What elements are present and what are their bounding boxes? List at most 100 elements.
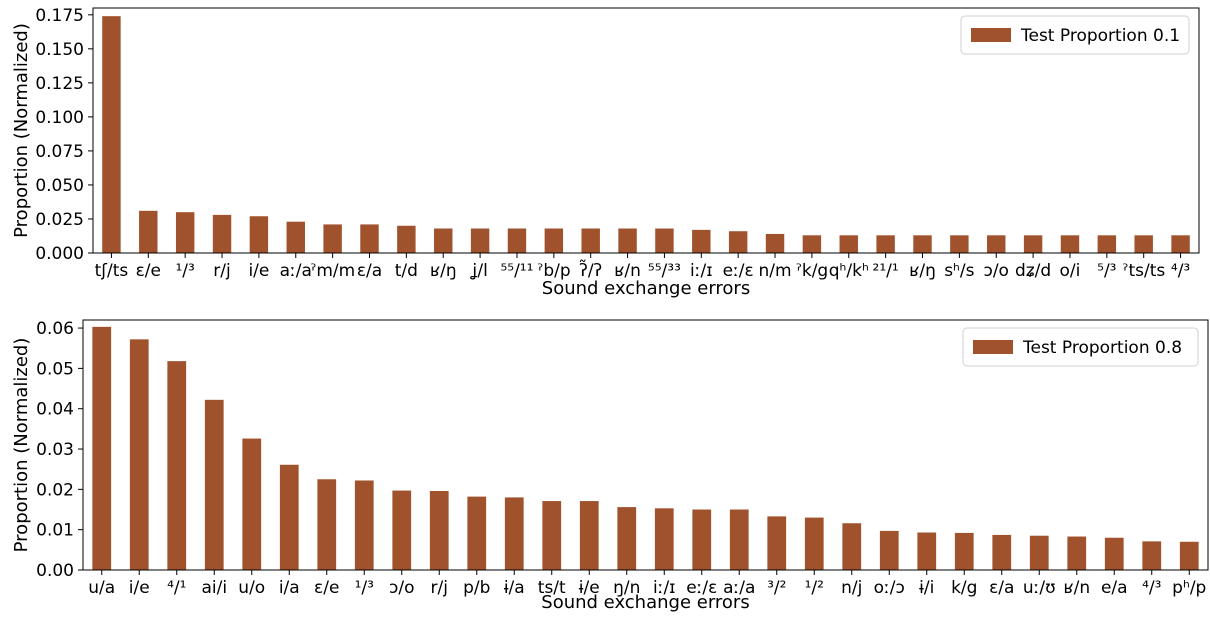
y-tick-label: 0.150 [35, 40, 84, 60]
x-tick-label: iː/ɪ [653, 578, 676, 598]
x-tick-label: ʁ/n [1063, 578, 1090, 598]
bar [987, 235, 1006, 253]
x-tick-label: ʔ̃/ʔ [579, 259, 602, 281]
bar [1179, 541, 1199, 570]
bar [429, 490, 449, 570]
x-tick-label: ɔ/o [983, 261, 1008, 281]
x-tick-label: ɛ/a [357, 261, 382, 281]
legend-swatch [973, 340, 1013, 354]
x-tick-label: ²¹/¹ [873, 261, 899, 281]
bar [581, 228, 600, 253]
bar [204, 399, 224, 570]
x-tick-label: ˀts/ts [1122, 261, 1165, 281]
bar [1067, 536, 1087, 570]
x-tick-label: e/a [1101, 578, 1128, 598]
x-tick-label: ⁴/³ [1171, 261, 1190, 281]
y-tick-label: 0.100 [35, 108, 84, 128]
x-tick-label: ɛ/e [314, 578, 339, 598]
axes-frame [82, 319, 1209, 571]
bar [1171, 235, 1190, 253]
bar [1097, 235, 1117, 253]
x-tick-label: pʰ/p [1172, 578, 1206, 598]
x-tick-label: ɨ/e [579, 578, 600, 598]
x-tick-label: r/j [213, 261, 230, 281]
bar [692, 229, 711, 253]
bar [804, 517, 824, 570]
x-tick-label: t/d [395, 261, 418, 281]
legend-box [960, 15, 1190, 55]
y-tick-label: 0.125 [35, 74, 84, 94]
bar [876, 235, 895, 253]
legend-label: Test Proportion 0.8 [1022, 338, 1182, 358]
x-tick-label: ³/² [767, 578, 786, 598]
x-tick-label: sʰ/s [944, 261, 974, 281]
bar [728, 231, 748, 253]
bar [655, 228, 674, 253]
x-tick-label: qʰ/kʰ [829, 261, 869, 281]
bar [579, 501, 599, 570]
bar [913, 235, 932, 253]
bar [1029, 535, 1049, 570]
x-tick-label: eː/ɛ [686, 578, 717, 598]
x-tick-label: dʑ/d [1015, 261, 1051, 281]
bar [879, 530, 899, 570]
bar [507, 228, 527, 253]
y-tick-label: 0.06 [36, 319, 74, 339]
bar [139, 210, 158, 253]
bar [1134, 235, 1153, 253]
x-axis-label: Sound exchange errors [542, 278, 750, 299]
x-tick-label: ai/i [201, 578, 227, 598]
bar [767, 516, 787, 570]
x-tick-label: o/i [1060, 261, 1081, 281]
x-tick-label: p/b [463, 578, 490, 598]
bar [950, 235, 969, 253]
legend: Test Proportion 0.1 [960, 15, 1190, 55]
x-tick-label: r/j [431, 578, 448, 598]
bar [544, 228, 564, 253]
bar [839, 235, 858, 253]
y-tick-label: 0.050 [35, 176, 84, 196]
bar [729, 509, 749, 570]
x-tick-label: ŋ/n [613, 578, 640, 598]
legend-label: Test Proportion 0.1 [1020, 26, 1180, 46]
x-tick-label: aː/a [280, 261, 312, 281]
bar [434, 228, 453, 253]
y-tick-label: 0.075 [35, 142, 84, 162]
x-axis-label: Sound exchange errors [541, 592, 749, 613]
axes-frame [92, 7, 1200, 254]
bar [102, 16, 121, 254]
x-tick-label: ¹/² [805, 578, 824, 598]
bar [354, 480, 374, 570]
x-tick-label: ts/t [538, 578, 566, 598]
bar [212, 214, 232, 253]
x-tick-label: i/e [248, 261, 269, 281]
bar [470, 228, 490, 253]
x-tick-label: i/e [129, 578, 150, 598]
x-tick-label: n/m [759, 261, 792, 281]
x-tick-label: iː/ɪ [690, 261, 713, 281]
legend: Test Proportion 0.8 [962, 327, 1199, 367]
bar [360, 224, 379, 253]
bar [279, 464, 299, 570]
x-tick-label: ɨ/i [919, 578, 934, 598]
x-tick-label: tʃ/ts [95, 261, 129, 281]
y-tick-label: 0.01 [36, 521, 74, 541]
x-tick-label: ⁴/³ [1142, 578, 1161, 598]
bar [1104, 537, 1124, 570]
x-tick-label: ˀm/m [310, 261, 355, 281]
x-tick-label: ⁵⁵/³³ [648, 261, 681, 281]
bar [397, 225, 416, 253]
y-tick-label: 0.175 [35, 6, 84, 26]
bar [323, 224, 342, 253]
bar [1142, 541, 1162, 570]
x-tick-label: ⁵/³ [1097, 261, 1116, 281]
bar [129, 339, 149, 570]
x-tick-label: ¹/³ [355, 578, 374, 598]
x-tick-label: ¹/³ [175, 261, 194, 281]
y-tick-label: 0.00 [36, 561, 74, 581]
x-tick-label: k/g [951, 578, 977, 598]
x-tick-label: eː/ɛ [723, 261, 754, 281]
x-tick-label: i/a [279, 578, 300, 598]
chart-panel-2: 0.00 0.01 0.02 0.03 0.04 0.05 0.06 u/a i/e ⁴/¹ ai/… [11, 319, 1209, 613]
